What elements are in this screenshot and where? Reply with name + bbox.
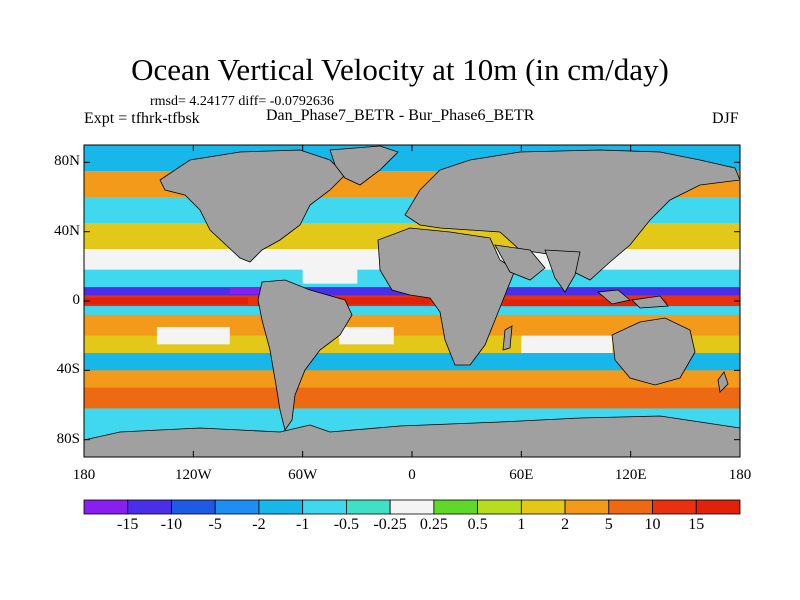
x-tick-label: 60W <box>288 467 318 483</box>
field-patch-5 <box>84 297 248 305</box>
field-patch-7 <box>503 299 668 307</box>
land-africa <box>377 227 516 366</box>
stats-text: rmsd= 4.24177 diff= -0.0792636 <box>150 94 334 109</box>
land-new-zealand <box>717 371 729 393</box>
colorbar-swatch <box>608 499 653 515</box>
land-greenland <box>329 145 399 186</box>
y-tick-label: 80N <box>54 153 80 170</box>
field-patch-2 <box>302 266 358 284</box>
land-eurasia <box>404 149 740 281</box>
experiment-label: Expt = tfhrk-tfbsk <box>84 110 200 127</box>
x-tick-label: 60E <box>509 467 534 483</box>
land-australia <box>611 317 696 386</box>
y-tick-label: 40S <box>56 361 80 378</box>
colorbar-swatch <box>302 499 347 515</box>
x-tick-label: 120E <box>614 467 647 483</box>
chart-title: Ocean Vertical Velocity at 10m (in cm/da… <box>131 52 669 87</box>
field-patch-0 <box>102 249 194 267</box>
colorbar-swatch <box>477 499 522 515</box>
field-band-9 <box>84 314 740 336</box>
y-tick-label: 80S <box>56 430 80 447</box>
colorbar-label: -0.5 <box>333 516 360 533</box>
colorbar-label: 1 <box>517 516 526 533</box>
colorbar-swatch <box>564 499 610 515</box>
colorbar-swatch <box>520 499 566 515</box>
land-maritime-continent <box>597 289 669 309</box>
colorbar-swatch <box>214 499 260 515</box>
map-plot <box>84 145 740 457</box>
colorbar-swatch <box>695 499 741 515</box>
colorbar-swatch <box>389 499 435 515</box>
colorbar-swatch <box>127 499 172 515</box>
land-arabia <box>494 244 546 281</box>
x-tick-label: 180 <box>728 467 752 483</box>
colorbar-label: -5 <box>208 516 222 533</box>
field-band-8 <box>84 306 740 315</box>
x-tick-label: 0 <box>408 467 416 483</box>
colorbar-label: -1 <box>295 516 310 533</box>
colorbar-label: 5 <box>604 516 613 533</box>
field-patch-3 <box>339 327 394 345</box>
field-patch-1 <box>156 327 230 345</box>
land-masses <box>84 145 740 457</box>
colorbar-swatch <box>258 499 304 515</box>
land-south-america <box>257 279 353 431</box>
colorbar-label: -2 <box>252 516 266 533</box>
field-patch-6 <box>339 297 431 305</box>
colorbar-label: 0.5 <box>467 516 488 533</box>
colorbar-label: -0.25 <box>373 516 407 533</box>
y-tick-label: 0 <box>72 292 81 308</box>
colorbar-label: 10 <box>644 516 661 533</box>
colorbar-label: 0.25 <box>419 516 448 533</box>
field-patch-8 <box>229 287 267 295</box>
colorbar <box>83 499 741 515</box>
colorbar-swatch <box>83 499 129 515</box>
field-band-12 <box>84 370 740 388</box>
land-north-america <box>159 149 346 263</box>
colorbar-swatch <box>171 499 216 515</box>
field-band-13 <box>84 387 740 409</box>
land-antarctica <box>84 415 740 457</box>
difference-label: Dan_Phase7_BETR - Bur_Phase6_BETR <box>266 107 535 124</box>
colorbar-label: 15 <box>688 516 705 533</box>
colorbar-label: -10 <box>160 516 183 533</box>
x-tick-label: 180 <box>72 467 96 483</box>
field-band-11 <box>84 353 740 371</box>
colorbar-swatch <box>345 499 391 515</box>
land-india <box>544 249 581 293</box>
colorbar-label: -15 <box>117 516 139 533</box>
axis-ticks <box>83 145 741 457</box>
colorbar-swatch <box>433 499 479 515</box>
colorbar-swatch <box>652 499 697 515</box>
field-patch-4 <box>521 335 613 353</box>
land-madagascar <box>502 325 513 351</box>
season-label: DJF <box>712 110 739 127</box>
x-tick-label: 120W <box>174 467 212 483</box>
colorbar-label: 2 <box>561 516 570 533</box>
y-tick-label: 40N <box>54 222 80 239</box>
